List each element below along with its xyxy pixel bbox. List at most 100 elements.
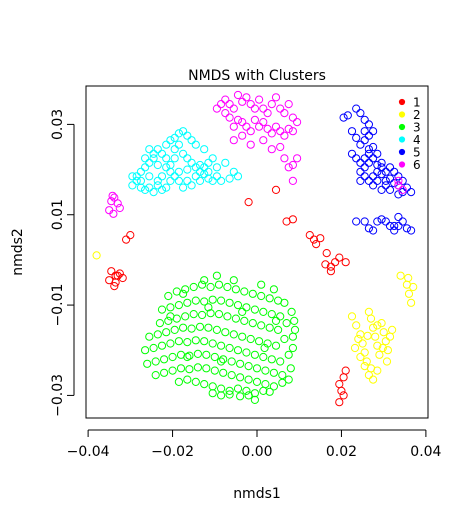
point-cluster-5 bbox=[407, 226, 416, 235]
point-cluster-3 bbox=[288, 332, 297, 341]
point-cluster-1 bbox=[126, 231, 135, 240]
point-cluster-2 bbox=[388, 325, 397, 334]
point-cluster-3 bbox=[280, 298, 289, 307]
point-cluster-3 bbox=[267, 355, 276, 364]
legend-label-3: 3 bbox=[413, 121, 421, 135]
point-cluster-3 bbox=[233, 301, 243, 310]
point-cluster-3 bbox=[238, 307, 247, 316]
y-tick-label: 0.01 bbox=[50, 199, 66, 230]
plot-frame bbox=[85, 85, 429, 419]
point-cluster-3 bbox=[233, 384, 243, 393]
point-cluster-2 bbox=[364, 307, 373, 316]
point-cluster-5 bbox=[377, 163, 386, 172]
point-cluster-6 bbox=[293, 118, 302, 127]
point-cluster-3 bbox=[265, 323, 274, 332]
point-cluster-2 bbox=[371, 332, 380, 341]
point-cluster-4 bbox=[170, 145, 179, 154]
point-cluster-4 bbox=[221, 158, 230, 167]
point-cluster-5 bbox=[385, 185, 395, 194]
point-cluster-1 bbox=[326, 267, 335, 276]
point-cluster-6 bbox=[276, 142, 285, 152]
point-cluster-3 bbox=[151, 357, 160, 366]
point-cluster-3 bbox=[225, 390, 234, 399]
point-cluster-2 bbox=[364, 371, 373, 380]
point-cluster-2 bbox=[362, 357, 371, 366]
point-cluster-2 bbox=[379, 328, 388, 337]
point-cluster-6 bbox=[225, 113, 234, 122]
point-cluster-6 bbox=[398, 185, 407, 194]
point-cluster-3 bbox=[261, 366, 270, 375]
point-cluster-3 bbox=[168, 366, 177, 375]
point-cluster-4 bbox=[233, 172, 243, 181]
point-cluster-2 bbox=[396, 271, 405, 280]
point-cluster-3 bbox=[259, 352, 268, 362]
point-cluster-5 bbox=[360, 136, 369, 145]
point-cluster-3 bbox=[204, 303, 213, 312]
point-cluster-4 bbox=[141, 163, 150, 172]
point-cluster-2 bbox=[352, 321, 361, 330]
point-cluster-6 bbox=[246, 140, 255, 149]
point-cluster-2 bbox=[383, 346, 392, 355]
point-cluster-3 bbox=[257, 280, 266, 289]
point-cluster-6 bbox=[212, 104, 221, 113]
point-cluster-5 bbox=[356, 140, 365, 149]
point-cluster-3 bbox=[229, 330, 238, 339]
point-cluster-5 bbox=[394, 172, 403, 181]
point-cluster-2 bbox=[350, 343, 360, 353]
point-cluster-4 bbox=[166, 136, 175, 145]
point-cluster-6 bbox=[276, 127, 285, 136]
point-cluster-3 bbox=[189, 282, 198, 292]
point-cluster-1 bbox=[341, 258, 350, 267]
point-cluster-3 bbox=[250, 350, 259, 359]
point-cluster-3 bbox=[231, 285, 240, 294]
point-cluster-2 bbox=[404, 273, 413, 283]
point-cluster-4 bbox=[153, 176, 162, 185]
point-cluster-1 bbox=[339, 373, 348, 382]
point-cluster-5 bbox=[385, 221, 395, 231]
point-cluster-3 bbox=[240, 287, 249, 296]
point-cluster-2 bbox=[404, 289, 414, 298]
point-cluster-1 bbox=[316, 234, 325, 243]
point-cluster-4 bbox=[187, 181, 196, 190]
point-cluster-2 bbox=[381, 337, 390, 346]
point-cluster-3 bbox=[214, 280, 224, 289]
point-cluster-3 bbox=[212, 271, 221, 280]
point-cluster-3 bbox=[185, 365, 194, 374]
point-cluster-5 bbox=[364, 149, 373, 158]
point-cluster-1 bbox=[337, 386, 346, 395]
point-cluster-6 bbox=[284, 100, 293, 109]
point-cluster-4 bbox=[212, 172, 221, 181]
point-cluster-5 bbox=[356, 158, 365, 167]
point-cluster-4 bbox=[149, 149, 158, 158]
point-cluster-4 bbox=[174, 176, 183, 185]
point-cluster-5 bbox=[402, 224, 411, 233]
point-cluster-4 bbox=[174, 140, 183, 149]
point-cluster-3 bbox=[252, 364, 262, 373]
point-cluster-2 bbox=[363, 331, 372, 340]
point-cluster-5 bbox=[369, 172, 378, 181]
x-tick-label: 0.00 bbox=[241, 444, 272, 460]
point-cluster-4 bbox=[162, 154, 171, 163]
point-cluster-3 bbox=[151, 371, 160, 380]
point-cluster-4 bbox=[132, 176, 141, 185]
point-cluster-6 bbox=[271, 93, 281, 102]
point-cluster-6 bbox=[263, 124, 272, 133]
point-cluster-5 bbox=[364, 224, 373, 233]
legend-label-5: 5 bbox=[413, 146, 421, 160]
legend-swatch-5 bbox=[398, 148, 406, 156]
point-cluster-5 bbox=[356, 176, 365, 185]
point-cluster-5 bbox=[373, 149, 382, 158]
point-cluster-3 bbox=[236, 392, 245, 401]
point-cluster-3 bbox=[166, 312, 175, 321]
point-cluster-4 bbox=[157, 172, 167, 181]
point-cluster-6 bbox=[225, 100, 234, 109]
point-cluster-5 bbox=[352, 104, 361, 113]
point-cluster-4 bbox=[136, 183, 145, 192]
point-cluster-4 bbox=[145, 158, 154, 167]
legend-swatch-1 bbox=[398, 98, 406, 106]
point-cluster-2 bbox=[356, 352, 365, 362]
point-cluster-6 bbox=[221, 109, 230, 118]
point-cluster-5 bbox=[356, 109, 365, 118]
point-cluster-5 bbox=[364, 145, 373, 154]
